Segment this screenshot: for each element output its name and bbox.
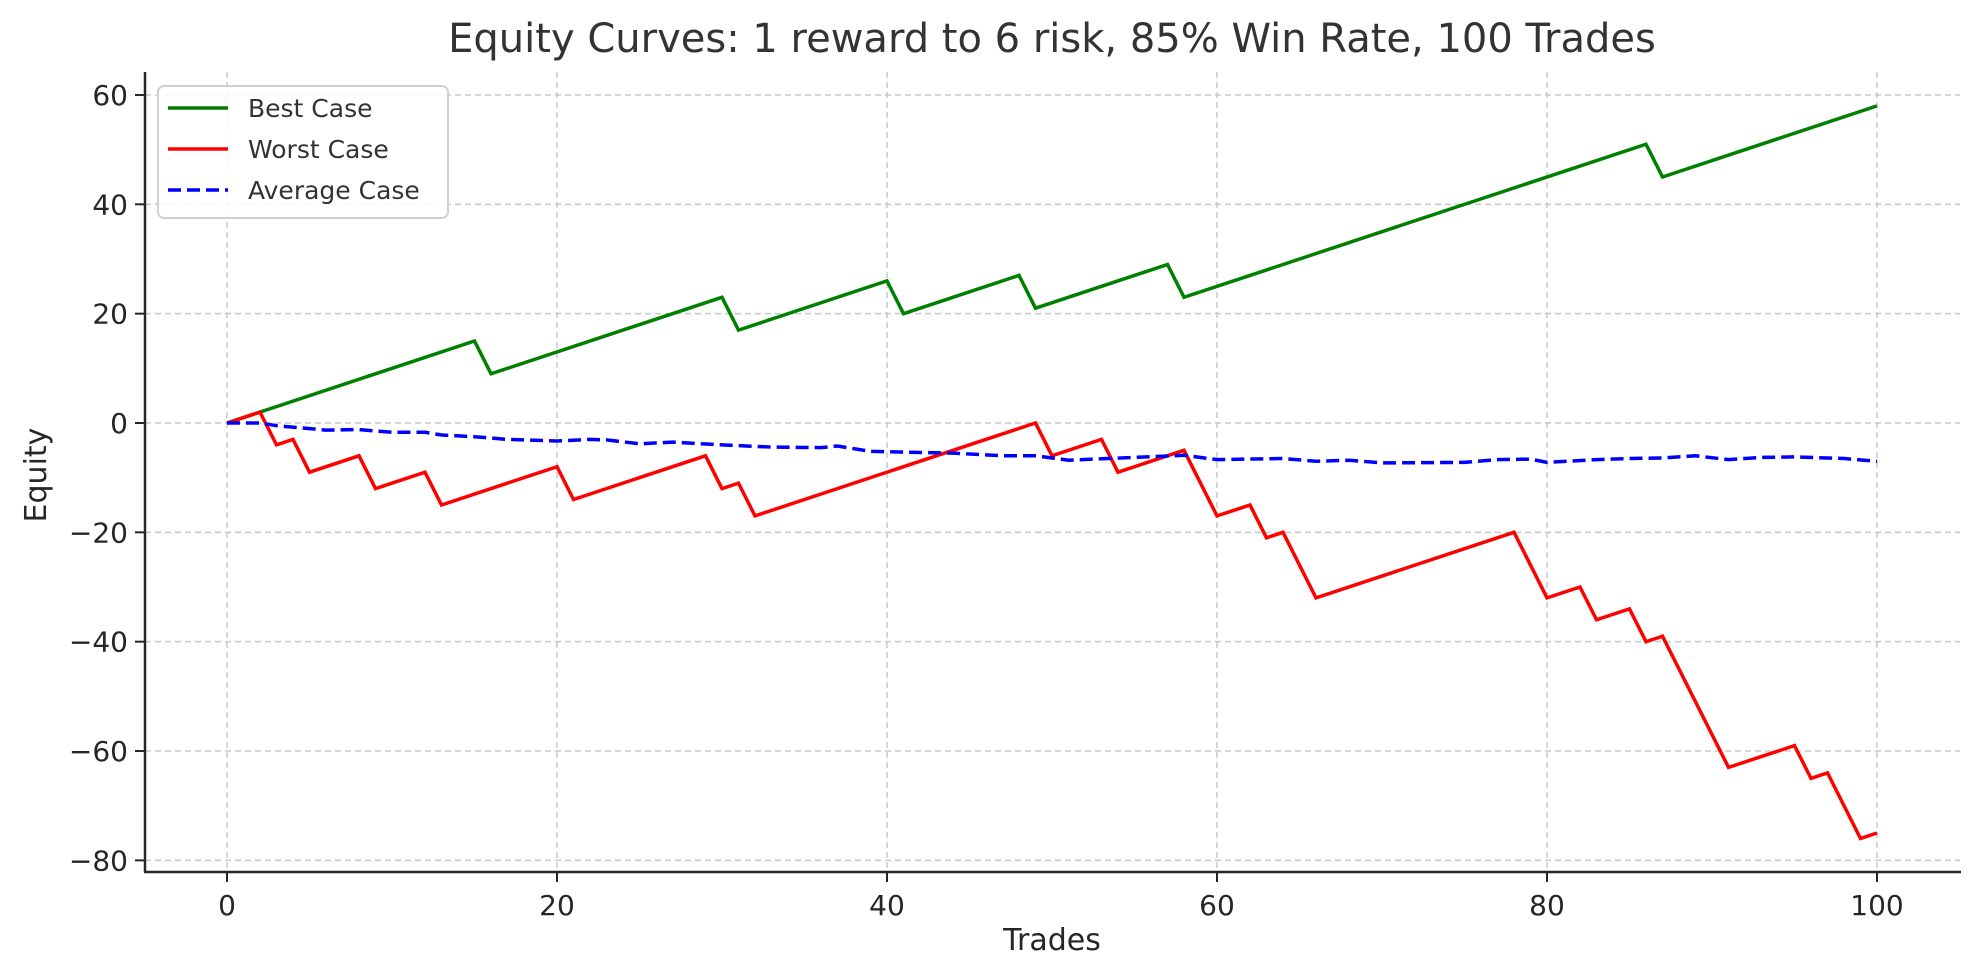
y-tick-label: −60 bbox=[69, 735, 128, 768]
x-tick-label: 100 bbox=[1850, 889, 1903, 922]
axes bbox=[143, 72, 1961, 874]
legend-item-worst-case: Worst Case bbox=[168, 135, 389, 164]
x-tick-label: 0 bbox=[218, 889, 236, 922]
legend-item-average-case: Average Case bbox=[168, 176, 420, 205]
y-tick-label: −40 bbox=[69, 626, 128, 659]
legend-label: Average Case bbox=[248, 176, 420, 205]
legend-box bbox=[157, 85, 449, 219]
y-tick-label: 40 bbox=[92, 188, 128, 221]
y-tick-label: −80 bbox=[69, 844, 128, 877]
legend: Best Case Worst Case Average Case bbox=[157, 85, 449, 219]
legend-label: Best Case bbox=[248, 94, 373, 123]
legend-item-best-case: Best Case bbox=[168, 94, 373, 123]
plot-series bbox=[226, 104, 1878, 841]
x-tick-label: 60 bbox=[1199, 889, 1235, 922]
chart-title: Equity Curves: 1 reward to 6 risk, 85% W… bbox=[448, 16, 1656, 62]
x-tick-label: 40 bbox=[869, 889, 905, 922]
average-case-line bbox=[227, 421, 1878, 465]
x-axis-label: Trades bbox=[1002, 923, 1101, 958]
y-axis-label: Equity bbox=[19, 428, 54, 523]
y-tick-label: 20 bbox=[92, 298, 128, 331]
y-tick-label: −20 bbox=[69, 516, 128, 549]
legend-label: Worst Case bbox=[248, 135, 389, 164]
worst-case-line bbox=[226, 409, 1878, 841]
y-axis-ticks: 60 40 20 0 −20 −40 −60 −80 bbox=[69, 79, 145, 877]
x-axis-ticks: 0 20 40 60 80 100 bbox=[218, 872, 1904, 922]
x-tick-label: 20 bbox=[539, 889, 575, 922]
best-case-line bbox=[226, 104, 1878, 425]
y-tick-label: 60 bbox=[92, 79, 128, 112]
y-tick-label: 0 bbox=[110, 407, 128, 440]
x-tick-label: 80 bbox=[1529, 889, 1565, 922]
